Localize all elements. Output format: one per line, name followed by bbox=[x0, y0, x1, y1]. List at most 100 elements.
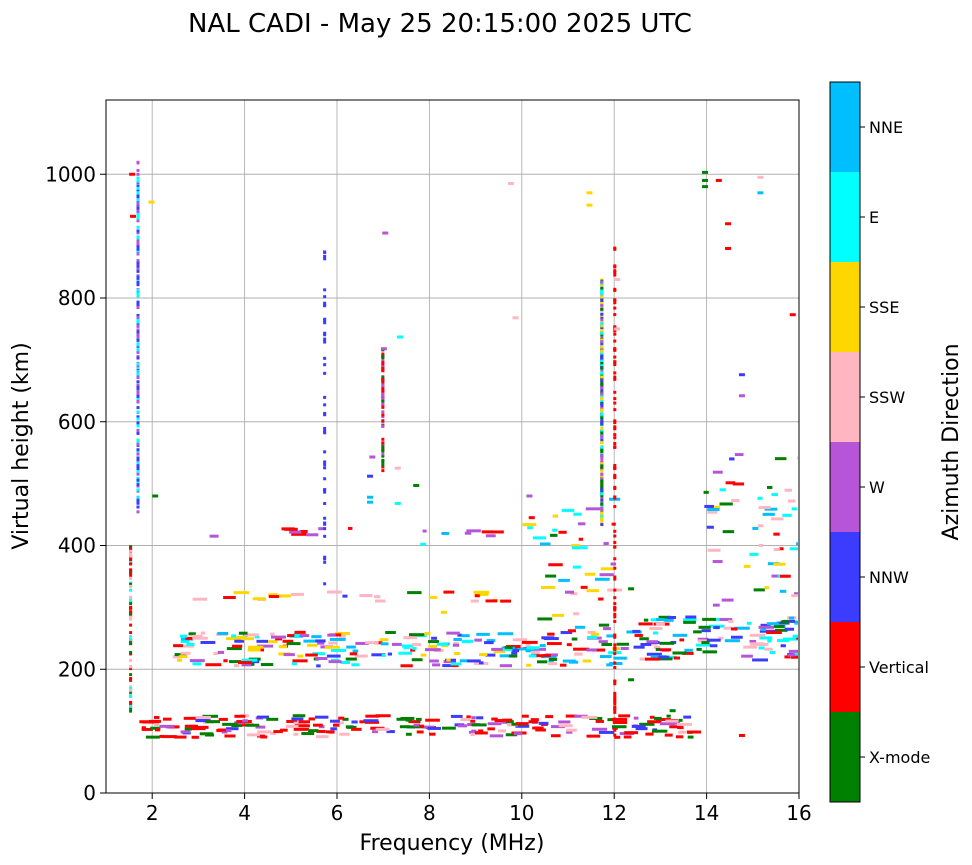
echo-mark bbox=[453, 642, 459, 646]
echo-mark bbox=[315, 657, 328, 661]
echo-mark bbox=[136, 216, 140, 220]
echo-mark bbox=[729, 457, 735, 461]
echo-mark bbox=[294, 724, 310, 728]
echo-mark bbox=[481, 530, 494, 534]
echo-mark bbox=[633, 645, 645, 649]
echo-mark bbox=[346, 645, 356, 649]
echo-mark bbox=[323, 321, 327, 325]
echo-mark bbox=[546, 642, 562, 646]
echo-mark bbox=[647, 720, 662, 724]
echo-mark bbox=[136, 168, 140, 172]
echo-mark bbox=[775, 628, 788, 632]
echo-mark bbox=[136, 261, 140, 265]
echo-mark bbox=[613, 619, 617, 623]
echo-mark bbox=[550, 734, 561, 738]
echo-mark bbox=[530, 650, 540, 654]
echo-mark bbox=[323, 466, 327, 470]
echo-mark bbox=[180, 639, 190, 643]
echo-mark bbox=[136, 496, 140, 500]
echo-mark bbox=[600, 431, 604, 435]
echo-mark bbox=[218, 717, 228, 721]
colorbar-tick-label: SSE bbox=[869, 298, 899, 317]
echo-mark bbox=[180, 651, 191, 655]
echo-mark bbox=[291, 662, 297, 666]
echo-mark bbox=[600, 403, 604, 407]
echo-mark bbox=[381, 399, 385, 403]
echo-mark bbox=[159, 724, 175, 728]
echo-mark bbox=[129, 571, 133, 575]
echo-mark bbox=[241, 663, 252, 667]
echo-mark bbox=[535, 728, 546, 732]
echo-mark bbox=[678, 718, 683, 722]
echo-mark bbox=[600, 502, 604, 506]
echo-mark bbox=[428, 645, 438, 649]
echo-mark bbox=[649, 715, 655, 719]
echo-mark bbox=[613, 355, 617, 359]
echo-mark bbox=[600, 298, 604, 302]
echo-mark bbox=[315, 735, 329, 739]
echo-mark bbox=[628, 678, 635, 682]
echo-mark bbox=[600, 479, 604, 483]
echo-mark bbox=[372, 730, 379, 734]
echo-mark bbox=[153, 723, 160, 727]
echo-mark bbox=[669, 725, 682, 729]
echo-mark bbox=[129, 694, 133, 698]
echo-mark bbox=[405, 718, 412, 722]
echo-mark bbox=[695, 643, 712, 647]
echo-mark bbox=[539, 644, 546, 648]
echo-mark bbox=[234, 639, 245, 643]
echo-mark bbox=[521, 714, 529, 718]
echo-mark bbox=[363, 719, 379, 723]
echo-mark bbox=[467, 659, 481, 663]
echo-mark bbox=[758, 646, 765, 650]
plot-frame bbox=[105, 99, 800, 794]
echo-mark bbox=[600, 304, 604, 308]
echo-mark bbox=[484, 641, 494, 645]
echo-mark bbox=[380, 642, 389, 646]
echo-mark bbox=[613, 363, 617, 367]
echo-mark bbox=[205, 720, 221, 724]
echo-mark bbox=[297, 654, 304, 658]
echo-mark bbox=[136, 505, 140, 509]
echo-mark bbox=[323, 477, 327, 481]
echo-mark bbox=[473, 590, 490, 594]
echo-mark bbox=[323, 527, 327, 531]
echo-mark bbox=[136, 276, 140, 280]
echo-mark bbox=[327, 590, 342, 594]
echo-mark bbox=[639, 722, 655, 726]
colorbar-segment bbox=[830, 532, 860, 622]
echo-mark bbox=[381, 465, 385, 469]
echo-mark bbox=[766, 630, 782, 634]
echo-mark bbox=[352, 649, 359, 653]
echo-mark bbox=[749, 552, 759, 556]
echo-mark bbox=[136, 417, 140, 421]
echo-mark bbox=[558, 724, 573, 728]
echo-mark bbox=[767, 639, 772, 643]
echo-mark bbox=[365, 641, 379, 645]
echo-mark bbox=[702, 650, 717, 654]
echo-mark bbox=[243, 633, 259, 637]
echo-mark bbox=[534, 654, 544, 658]
echo-mark bbox=[548, 662, 558, 666]
echo-mark bbox=[764, 586, 769, 590]
echo-mark bbox=[129, 554, 133, 558]
echo-mark bbox=[769, 650, 776, 654]
echo-mark bbox=[613, 566, 617, 570]
echo-mark bbox=[536, 660, 548, 664]
echo-mark bbox=[613, 375, 617, 379]
echo-mark bbox=[613, 707, 617, 711]
echo-mark bbox=[136, 225, 140, 229]
echo-mark bbox=[738, 733, 745, 737]
echo-mark bbox=[790, 655, 798, 659]
echo-mark bbox=[731, 499, 740, 503]
echo-mark bbox=[422, 529, 427, 533]
echo-mark bbox=[136, 247, 140, 251]
echo-mark bbox=[293, 732, 299, 736]
echo-mark bbox=[461, 634, 470, 638]
echo-mark bbox=[381, 437, 385, 441]
echo-mark bbox=[221, 730, 228, 734]
echo-mark bbox=[600, 420, 604, 424]
echo-mark bbox=[440, 610, 447, 614]
echo-mark bbox=[152, 494, 159, 498]
echo-mark bbox=[683, 715, 692, 719]
